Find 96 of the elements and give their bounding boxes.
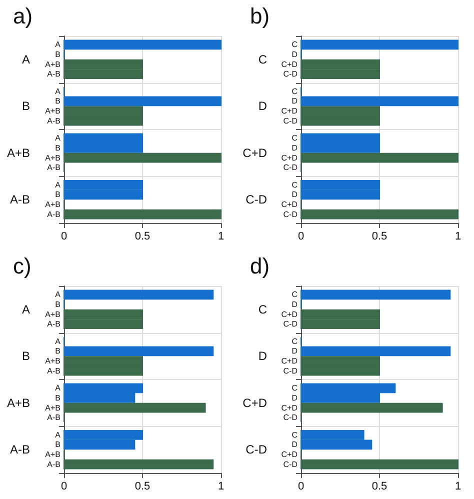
text: C+D [281,450,298,459]
series-label: A+B [45,60,60,69]
text: C-D [283,210,298,219]
text: B [55,96,60,106]
text: A-B [47,459,60,468]
text: A [55,383,60,392]
series-label: D [292,299,298,308]
text: A+B [45,153,60,162]
text: B [55,346,60,356]
text: A [55,430,60,439]
text: D [292,392,298,402]
x-tick-label: 1 [454,230,462,242]
y-tick-label: C [258,302,268,316]
text: C [292,134,298,143]
y-tick-label: A+B [6,146,30,160]
text: C+D [281,356,298,366]
text: A-B [47,116,60,126]
text: B [55,190,60,200]
text: C-D [283,163,298,172]
x-tick-label: 1 [454,480,462,492]
chart-title: b) [250,4,270,28]
text: C [292,383,298,392]
text: D [292,190,298,200]
x-tick-label: 0.5 [372,480,388,492]
text: A-B [47,412,60,422]
text: C [292,180,298,190]
chart-title: d) [250,253,270,278]
series-label: A-B [47,70,60,79]
x-tick-label: 0 [298,230,304,242]
text: A [55,336,60,346]
series-label: C+D [281,60,298,69]
x-tick-label: 0.5 [372,230,388,242]
text: B [55,440,60,449]
series-label: D [292,50,298,59]
text: C+D [281,402,298,412]
text: A [55,134,60,143]
x-tick-label: 0 [60,480,68,492]
x-tick-label: 1 [218,230,224,242]
text: A+B [45,356,60,366]
series-label: A [55,40,62,50]
text: A+B [45,200,60,210]
text: C-D [283,116,298,126]
text: C [292,336,298,346]
y-tick-label: A [22,52,30,66]
text: A-B [47,366,60,375]
text: C-D [283,412,298,422]
text: C+D [281,200,298,210]
text: A [55,180,60,190]
series-label: A-B [47,319,60,328]
series-label: C-D [283,319,298,328]
series-label: B [55,299,60,308]
x-tick-label: 0 [60,230,68,242]
text: B [55,143,60,152]
y-tick-label: C+D [242,395,268,410]
y-tick-label: C [258,52,268,66]
text: D [292,143,298,152]
y-tick-label: D [258,99,268,114]
text: A-B [47,163,60,172]
y-tick-label: B [22,99,30,114]
y-tick-label: A-B [10,192,30,207]
text: D [292,96,298,106]
text: C+D [281,106,298,116]
y-tick-label: C+D [242,146,268,160]
text: A-B [47,210,60,219]
text: D [292,346,298,356]
text: C-D [283,366,298,375]
text: A+B [45,450,60,459]
x-tick-label: 0.5 [134,480,150,492]
series-label: C+D [281,309,298,318]
text: C-D [283,459,298,468]
y-tick-label: C-D [246,442,268,456]
chart-title: a) [13,4,33,28]
series-label: B [55,50,60,59]
y-tick-label: B [22,348,30,363]
y-tick-label: C-D [246,192,268,207]
text: B [55,392,60,402]
text: C [292,430,298,439]
y-tick-label: A+B [6,395,30,410]
series-label: A [55,290,62,299]
y-tick-label: D [258,348,268,363]
x-tick-label: 0.5 [134,230,150,242]
series-label: C-D [283,70,298,79]
series-label: C [292,290,298,299]
chart-title: c) [13,253,32,278]
text: D [292,440,298,449]
text: A [55,86,60,96]
text: C+D [281,153,298,162]
text: A+B [45,402,60,412]
series-label: C [292,40,298,50]
x-tick-label: 1 [218,480,224,492]
y-tick-label: A-B [10,442,30,456]
series-label: A+B [45,309,60,318]
text: A+B [45,106,60,116]
y-tick-label: A [22,302,30,316]
text: C [292,86,298,96]
x-tick-label: 0 [298,480,304,492]
